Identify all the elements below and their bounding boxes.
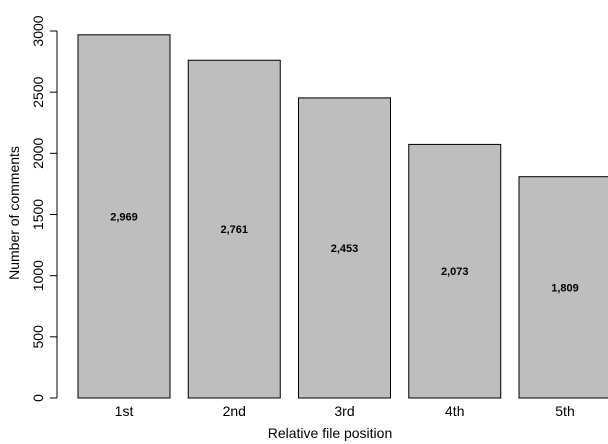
y-tick-label: 2000: [30, 138, 46, 169]
x-tick-label: 5th: [555, 403, 574, 419]
bar-value-label: 2,453: [331, 243, 359, 255]
x-tick-label: 2nd: [223, 403, 246, 419]
bars: 2,969 2,761 2,453 2,073 1,809: [77, 34, 608, 399]
bar-value-label: 2,073: [441, 266, 469, 278]
x-axis-title: Relative file position: [268, 425, 393, 441]
y-tick-label: 2500: [30, 76, 46, 107]
bar-value-label: 1,809: [551, 282, 579, 294]
y-tick-label: 500: [30, 325, 46, 349]
bar-1st: [77, 34, 171, 399]
y-axis-title: Number of comments: [6, 146, 22, 280]
x-axis-tick-labels: 1st 2nd 3rd 4th 5th: [115, 403, 575, 419]
x-tick-label: 3rd: [334, 403, 354, 419]
bar-2nd: [187, 59, 281, 399]
bar-5th: [518, 176, 608, 399]
y-axis: 0 500 1000 1500 2000 2500 3000: [30, 15, 58, 402]
bar-value-label: 2,969: [110, 211, 138, 223]
y-tick-label: 1000: [30, 260, 46, 291]
y-tick-label: 3000: [30, 15, 46, 46]
bar-3rd: [298, 97, 391, 399]
y-tick-label: 1500: [30, 199, 46, 230]
x-tick-label: 4th: [445, 403, 464, 419]
y-tick-label: 0: [30, 394, 46, 402]
bar-value-label: 2,761: [220, 224, 248, 236]
bar-4th: [408, 143, 502, 399]
x-tick-label: 1st: [115, 403, 134, 419]
